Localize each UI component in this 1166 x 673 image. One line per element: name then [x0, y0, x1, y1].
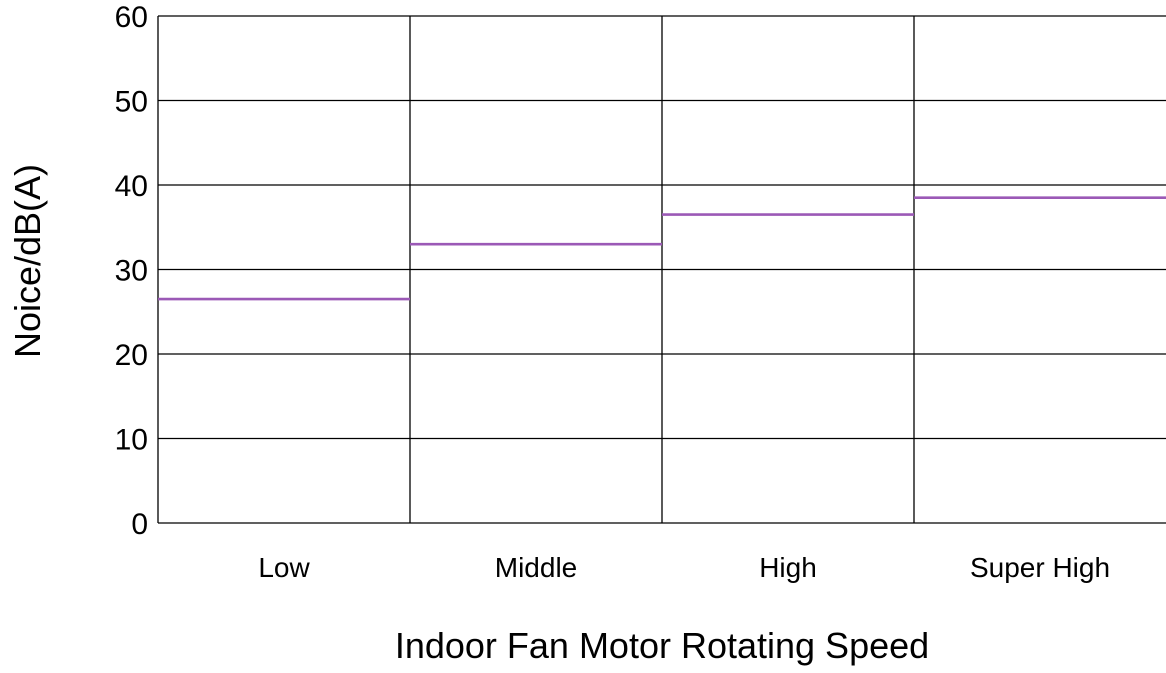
- y-tick-label: 50: [115, 86, 148, 119]
- x-tick-label: Low: [258, 552, 310, 583]
- y-tick-label: 60: [115, 1, 148, 34]
- y-tick-label: 30: [115, 255, 148, 288]
- y-axis-ticks: 0 10 20 30 40 50 60: [115, 1, 148, 541]
- x-tick-label: Middle: [495, 552, 577, 583]
- x-axis-title: Indoor Fan Motor Rotating Speed: [395, 625, 929, 666]
- series-marks: [158, 196, 1166, 301]
- x-axis-ticks: Low Middle High Super High: [258, 552, 1110, 583]
- y-tick-label: 0: [131, 508, 148, 541]
- x-tick-label: Super High: [970, 552, 1110, 583]
- y-tick-label: 10: [115, 424, 148, 457]
- chart-grid: [157, 15, 1166, 524]
- y-axis-title: Noice/dB(A): [7, 164, 48, 358]
- y-tick-label: 20: [115, 339, 148, 372]
- x-tick-label: High: [759, 552, 817, 583]
- y-tick-label: 40: [115, 170, 148, 203]
